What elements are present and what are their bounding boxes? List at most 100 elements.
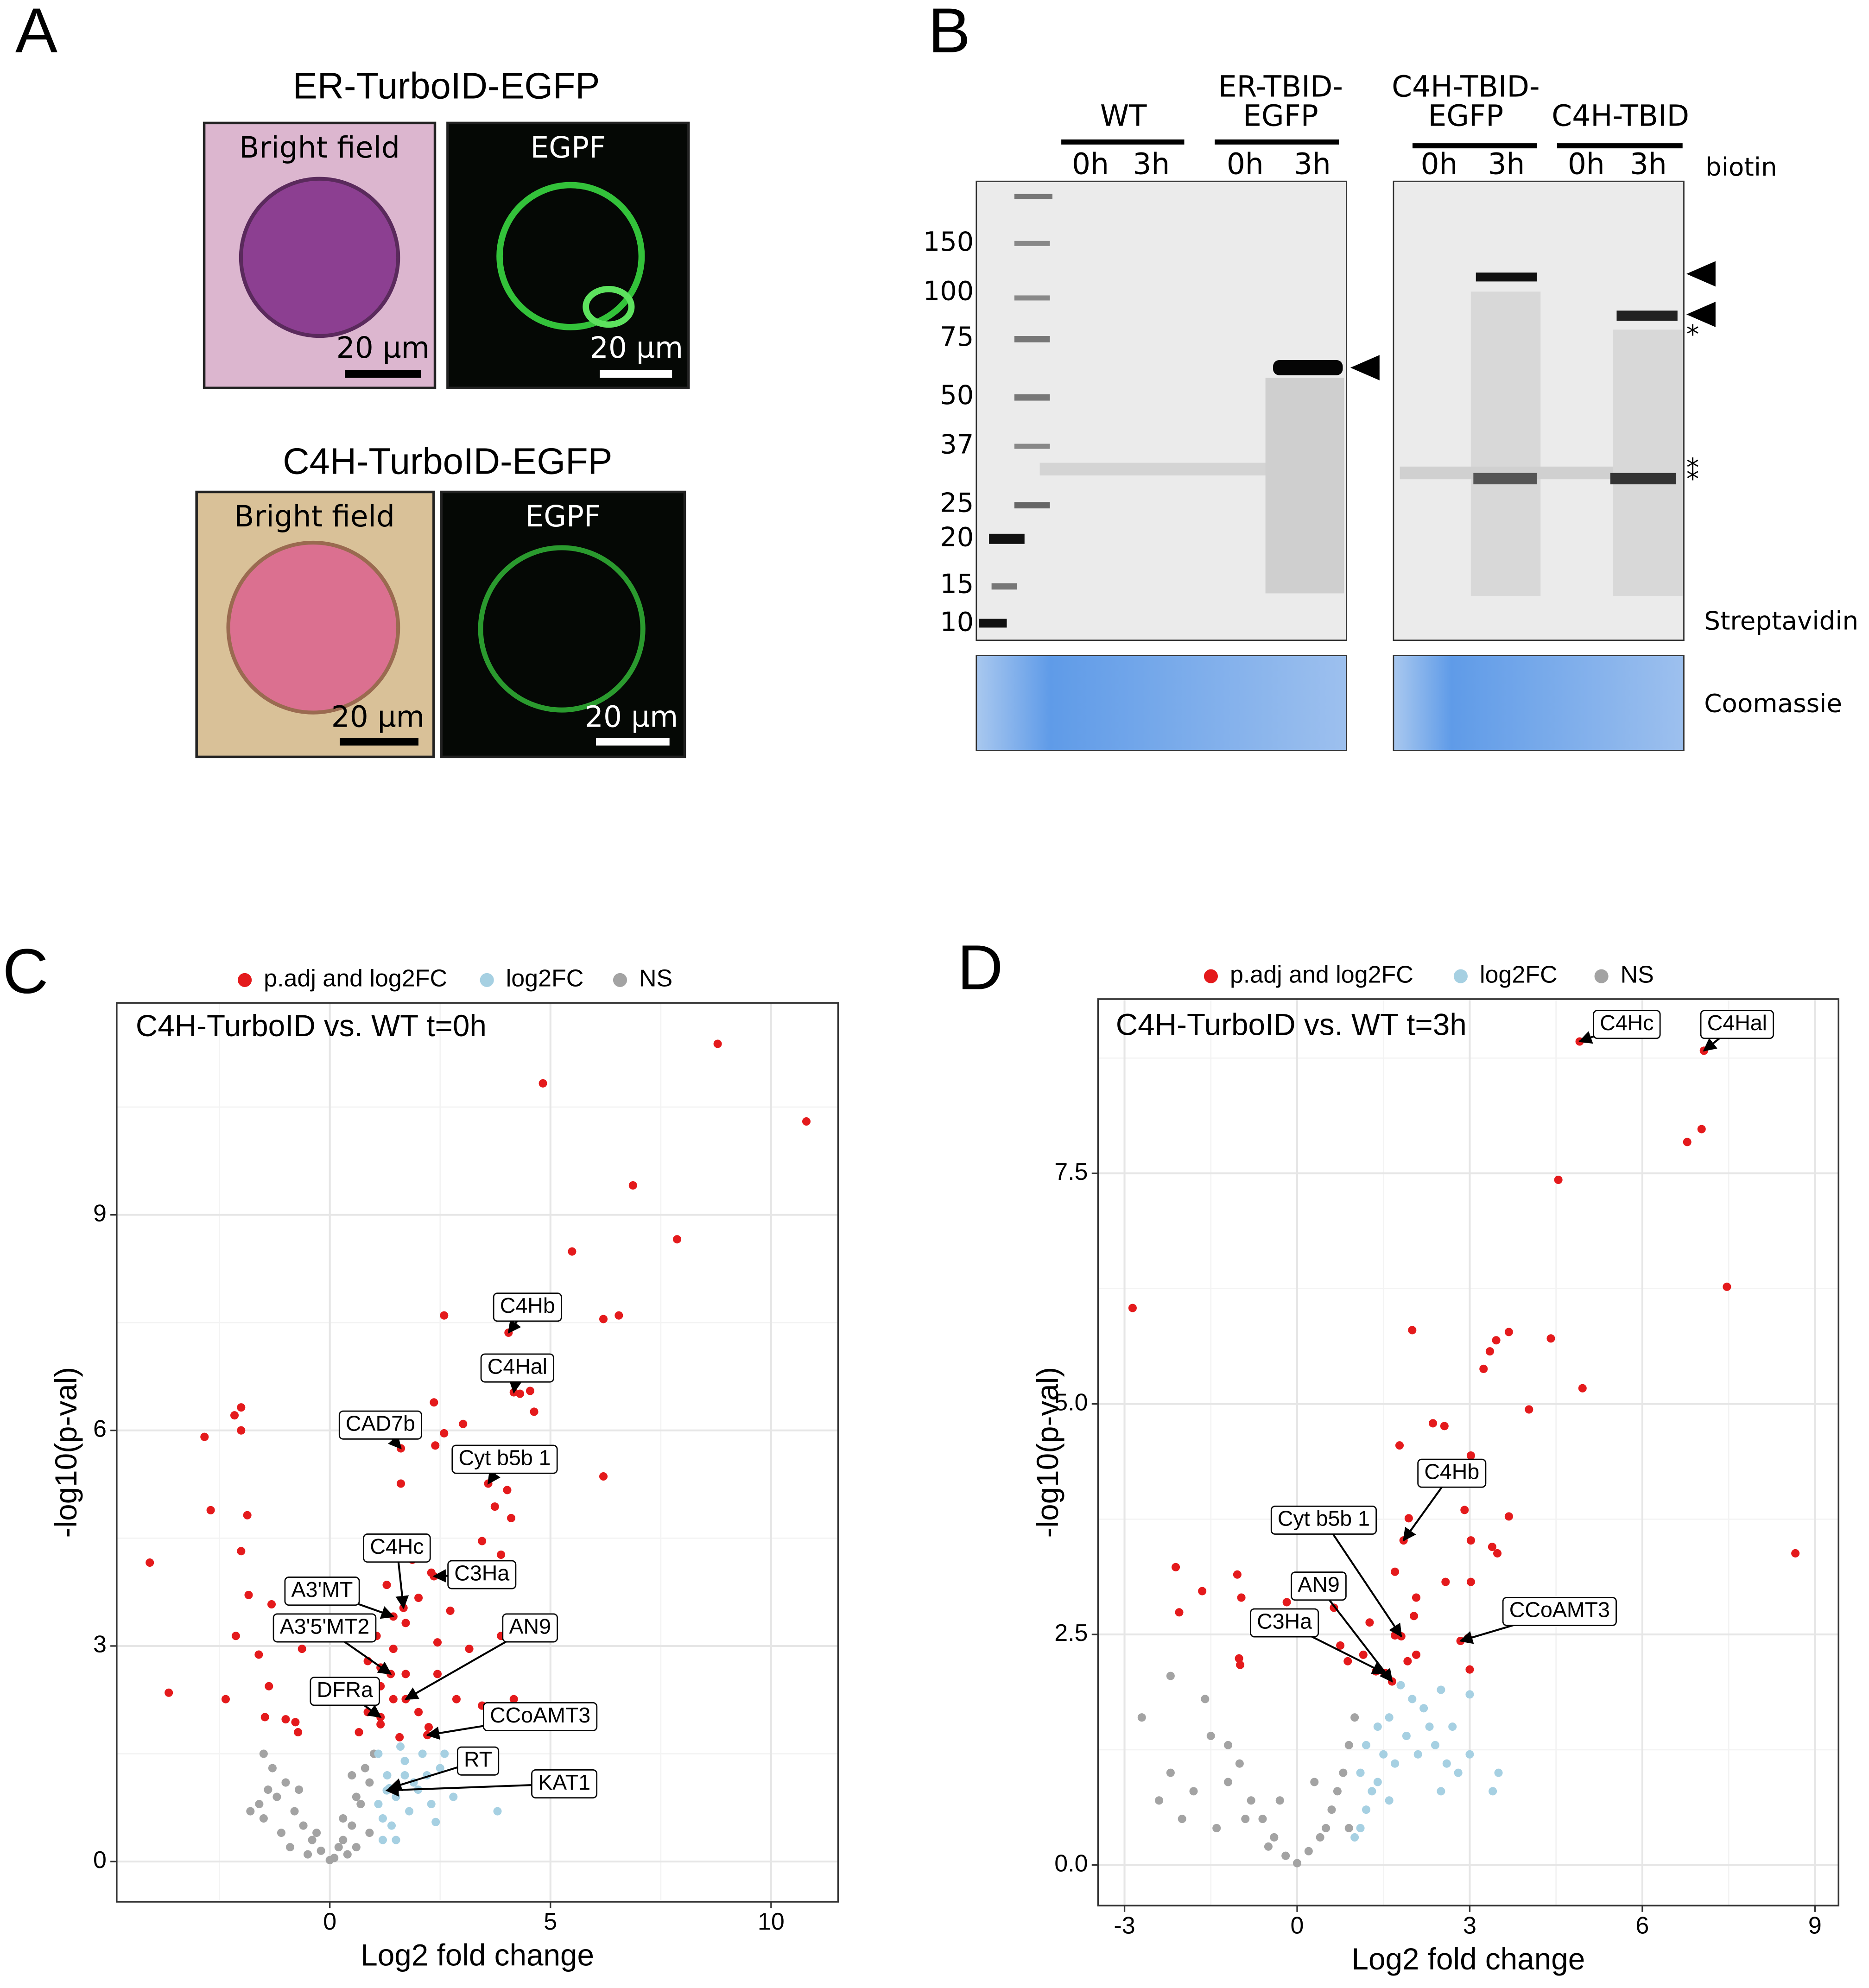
annotation-label: DFRa	[317, 1678, 374, 1702]
panel-a: A ER-TurboID-EGFP Bright field 20 µm EGP…	[15, 0, 690, 759]
x-tick-label: 10	[758, 1908, 785, 1935]
point	[1336, 1641, 1345, 1650]
point	[424, 1723, 433, 1732]
point	[431, 1441, 440, 1450]
point	[1310, 1778, 1319, 1786]
group-label: C4H-TBID	[1552, 99, 1689, 133]
point	[1212, 1823, 1221, 1833]
point	[1697, 1125, 1706, 1133]
point	[243, 1511, 252, 1519]
y-tick-label: 3	[93, 1631, 107, 1658]
construct-title: C4H-TurboID-EGFP	[283, 440, 612, 481]
point	[1304, 1847, 1313, 1855]
point	[395, 1733, 404, 1741]
point	[1494, 1768, 1503, 1777]
time-label: 0h	[1420, 147, 1457, 181]
point	[1466, 1536, 1475, 1545]
fluorescence-image	[446, 121, 690, 389]
annotation-box	[338, 1410, 422, 1440]
point	[1189, 1787, 1198, 1796]
point	[392, 1836, 400, 1844]
annotation-box	[1700, 1010, 1774, 1039]
marker-label: 37	[940, 429, 974, 460]
point	[272, 1792, 281, 1801]
point	[230, 1411, 239, 1420]
scale-label: 20 µm	[331, 700, 424, 734]
point	[802, 1117, 811, 1126]
point	[1379, 1750, 1388, 1759]
time-label: 3h	[1630, 147, 1667, 181]
point	[1137, 1713, 1146, 1722]
point	[1316, 1833, 1324, 1842]
point	[1546, 1334, 1555, 1343]
marker-label: 25	[940, 488, 974, 519]
point	[237, 1426, 246, 1435]
point	[1504, 1512, 1513, 1521]
annotation-label: C4Hal	[488, 1354, 547, 1378]
point	[146, 1558, 154, 1567]
point	[339, 1814, 348, 1823]
point	[1465, 1665, 1474, 1674]
point	[348, 1821, 356, 1830]
point	[568, 1247, 577, 1256]
group-label: ER-TBID-	[1218, 70, 1343, 104]
point	[1493, 1549, 1502, 1557]
group-label: C4H-TBID-	[1392, 70, 1540, 104]
point	[206, 1506, 215, 1514]
point	[1236, 1660, 1245, 1669]
point	[237, 1547, 246, 1556]
cell	[239, 177, 400, 338]
scale-bar	[345, 370, 421, 378]
volcano-plot: 0 5 10 0 3 6 9 p.adj and log2FC log2FC NS C4Hb C4Ha…	[3, 936, 839, 1972]
point	[1241, 1815, 1250, 1823]
cell	[226, 540, 400, 715]
annotation-label: C4Hc	[370, 1534, 424, 1558]
point	[1281, 1851, 1290, 1860]
point	[1166, 1671, 1175, 1680]
point	[427, 1800, 436, 1809]
point	[1128, 1304, 1137, 1312]
marker-label: 15	[940, 569, 974, 600]
point	[237, 1403, 246, 1412]
annotation-label: KAT1	[538, 1770, 590, 1794]
point	[433, 1638, 442, 1647]
y-axis-title: -log10(p-val)	[1031, 1367, 1064, 1538]
point	[1409, 1612, 1419, 1621]
point	[1385, 1796, 1394, 1805]
scale-label: 20 µm	[585, 700, 678, 734]
coomassie-gel	[1393, 655, 1685, 752]
annotation-box	[284, 1576, 360, 1606]
point	[1368, 1787, 1376, 1796]
annotation-label: C4Hb	[500, 1293, 555, 1317]
legend-label: log2FC	[506, 965, 584, 992]
point	[1408, 1326, 1417, 1335]
point	[1178, 1815, 1186, 1823]
point	[1223, 1778, 1233, 1786]
legend-swatch	[1453, 969, 1468, 983]
y-tick-label: 9	[93, 1200, 107, 1227]
point	[1344, 1823, 1353, 1833]
point	[268, 1764, 277, 1773]
panel-label: A	[15, 0, 57, 66]
annotation-label: Cyt b5b 1	[1278, 1507, 1370, 1531]
point	[244, 1590, 253, 1599]
treatment-label: biotin	[1705, 152, 1777, 182]
point	[539, 1079, 547, 1088]
point	[1419, 1704, 1428, 1713]
ladder	[979, 194, 1052, 628]
point	[374, 1749, 383, 1758]
annotation-box	[451, 1444, 558, 1474]
point	[1578, 1384, 1587, 1393]
annotation-box	[1250, 1608, 1319, 1638]
point	[1396, 1681, 1405, 1690]
point	[1465, 1690, 1474, 1699]
point	[1322, 1823, 1330, 1833]
point	[361, 1764, 369, 1773]
point	[1362, 1741, 1371, 1749]
point	[1391, 1567, 1400, 1576]
panel-label: C	[3, 936, 49, 1007]
point	[254, 1650, 263, 1659]
point	[401, 1619, 410, 1627]
volcano-plot: -3 0 3 6 9 0.0 2.5 5.0 7.5 p.adj and log2FC log2FC…	[957, 932, 1840, 1976]
plot-title: C4H-TurboID vs. WT t=0h	[136, 1009, 487, 1043]
